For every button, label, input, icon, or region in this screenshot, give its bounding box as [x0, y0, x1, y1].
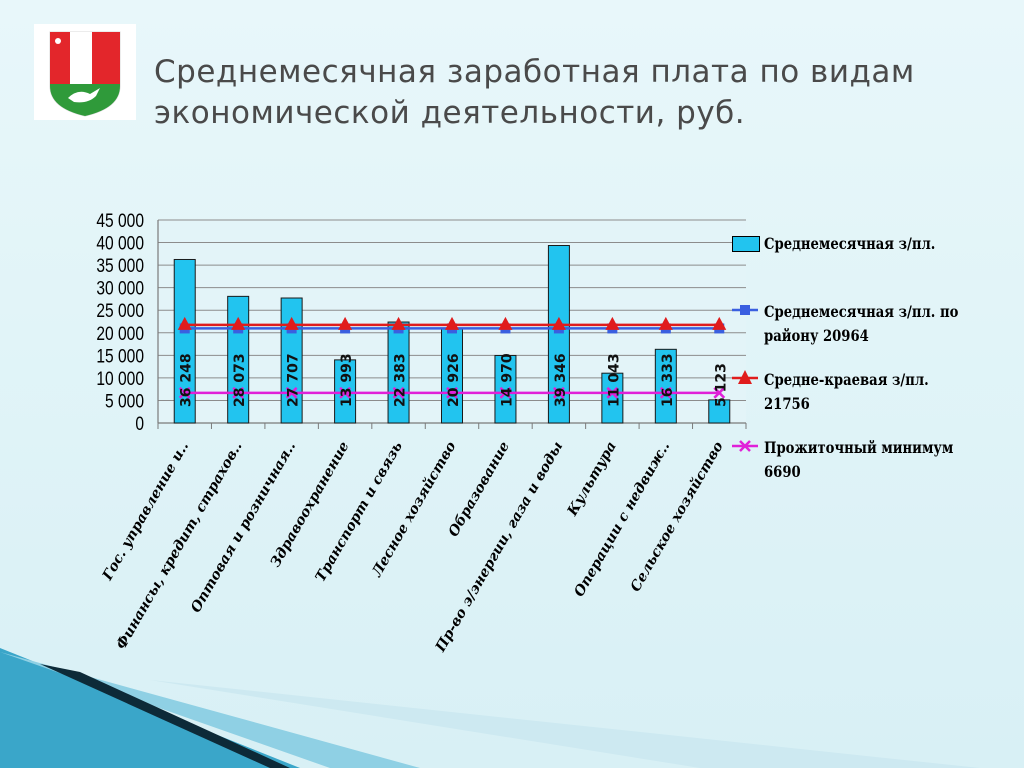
y-tick-label: 40 000: [96, 232, 144, 254]
y-tick-label: 45 000: [96, 210, 144, 232]
data-label: 16 333: [660, 353, 676, 407]
subsistence-minimum-marker: [606, 386, 619, 399]
bar: [494, 354, 517, 424]
decor-shape: [0, 652, 420, 768]
regional-avg-marker: [551, 316, 566, 330]
regional-avg-marker: [338, 316, 353, 330]
x-tick-label: Оптовая и розничная..: [188, 439, 299, 615]
subsistence-minimum-marker: [659, 386, 672, 399]
coat-of-arms-logo: [34, 24, 136, 120]
x-tick-label: Сельское хозяйство: [627, 439, 727, 595]
y-tick-label: 10 000: [96, 367, 144, 389]
bar: [173, 258, 196, 424]
subsistence-minimum-marker: [339, 386, 351, 399]
subsistence-minimum-marker: [178, 386, 191, 399]
title-line-1: Среднемесячная заработная плата по видам: [154, 54, 915, 90]
page-title: Среднемесячная заработная плата по видам…: [154, 52, 974, 134]
legend-label-avg: Среднемесячная з/пл.: [764, 234, 936, 253]
regional-avg-marker: [231, 316, 246, 330]
regional-avg-marker: [284, 316, 299, 330]
x-tick-label: Культура: [564, 439, 620, 519]
legend-line-swatch-magenta: [732, 440, 758, 452]
y-tick-label: 30 000: [96, 277, 144, 299]
data-label: 39 346: [553, 353, 569, 407]
bar: [547, 245, 570, 424]
subsistence-minimum-marker: [232, 386, 245, 399]
subsistence-minimum-marker: [285, 386, 298, 399]
regional-avg-marker: [712, 316, 727, 330]
decor-shape: [150, 680, 980, 768]
y-tick-label: 0: [135, 413, 144, 435]
subsistence-minimum-marker: [499, 386, 512, 399]
data-label: 27 707: [286, 353, 302, 407]
bar: [654, 348, 677, 424]
data-label: 14 970: [499, 353, 515, 407]
data-label: 36 248: [179, 353, 195, 407]
subsistence-minimum-marker: [446, 386, 458, 399]
subsistence-minimum-marker: [713, 386, 726, 399]
regional-avg-marker: [177, 316, 192, 330]
bar: [708, 399, 731, 424]
legend-bar-swatch: [732, 236, 760, 252]
x-tick-label: Операции с недвиж..: [571, 439, 673, 600]
regional-avg-marker: [605, 316, 620, 330]
data-label: 28 073: [232, 353, 248, 407]
data-label: 11 043: [606, 353, 622, 407]
y-tick-label: 35 000: [96, 255, 144, 277]
bar: [601, 372, 624, 424]
y-tick-label: 25 000: [96, 300, 144, 322]
legend-line-swatch-blue: [732, 305, 758, 315]
legend-line-swatch-red: [732, 370, 758, 384]
legend-label-regional: Средне-краевая з/пл. 21756: [764, 370, 929, 413]
y-tick-label: 15 000: [96, 345, 144, 367]
data-label: 13 993: [339, 353, 355, 407]
title-line-2: экономической деятельности, руб.: [154, 95, 746, 131]
data-label: 22 383: [393, 353, 409, 407]
regional-avg-marker: [445, 316, 459, 330]
regional-avg-marker: [498, 316, 513, 330]
legend-label-minimum: Прожиточный минимум 6690: [764, 438, 954, 481]
data-label: 20 926: [446, 353, 462, 407]
legend-label-district: Среднемесячная з/пл. по району 20964: [764, 302, 959, 345]
data-label: 5 123: [713, 363, 729, 407]
subsistence-minimum-marker: [553, 386, 565, 399]
coat-of-arms-icon: [49, 31, 121, 117]
decor-shape: [40, 664, 290, 768]
regional-avg-marker: [658, 316, 673, 330]
regional-avg-marker: [391, 316, 406, 330]
subsistence-minimum-marker: [392, 386, 405, 399]
x-tick-label: Пр-во э/энергии, газа и воды: [432, 439, 566, 655]
y-tick-label: 5 000: [105, 390, 144, 412]
y-tick-label: 20 000: [96, 322, 144, 344]
